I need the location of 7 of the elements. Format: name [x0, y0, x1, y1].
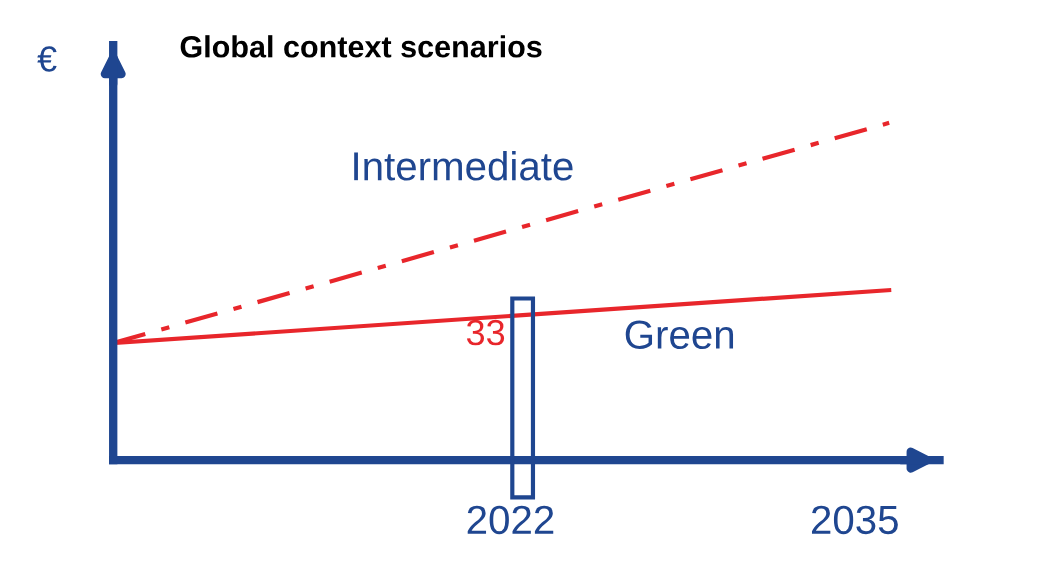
chart-title: Global context scenarios [180, 35, 542, 58]
series-label: Intermediate [354, 151, 573, 181]
y-axis-title: € [37, 46, 57, 72]
series-label: Green [625, 320, 734, 349]
annotation: 33 [466, 319, 505, 346]
x-tick-label: 2035 [811, 505, 898, 535]
x-tick-label: 2022 [467, 505, 554, 535]
